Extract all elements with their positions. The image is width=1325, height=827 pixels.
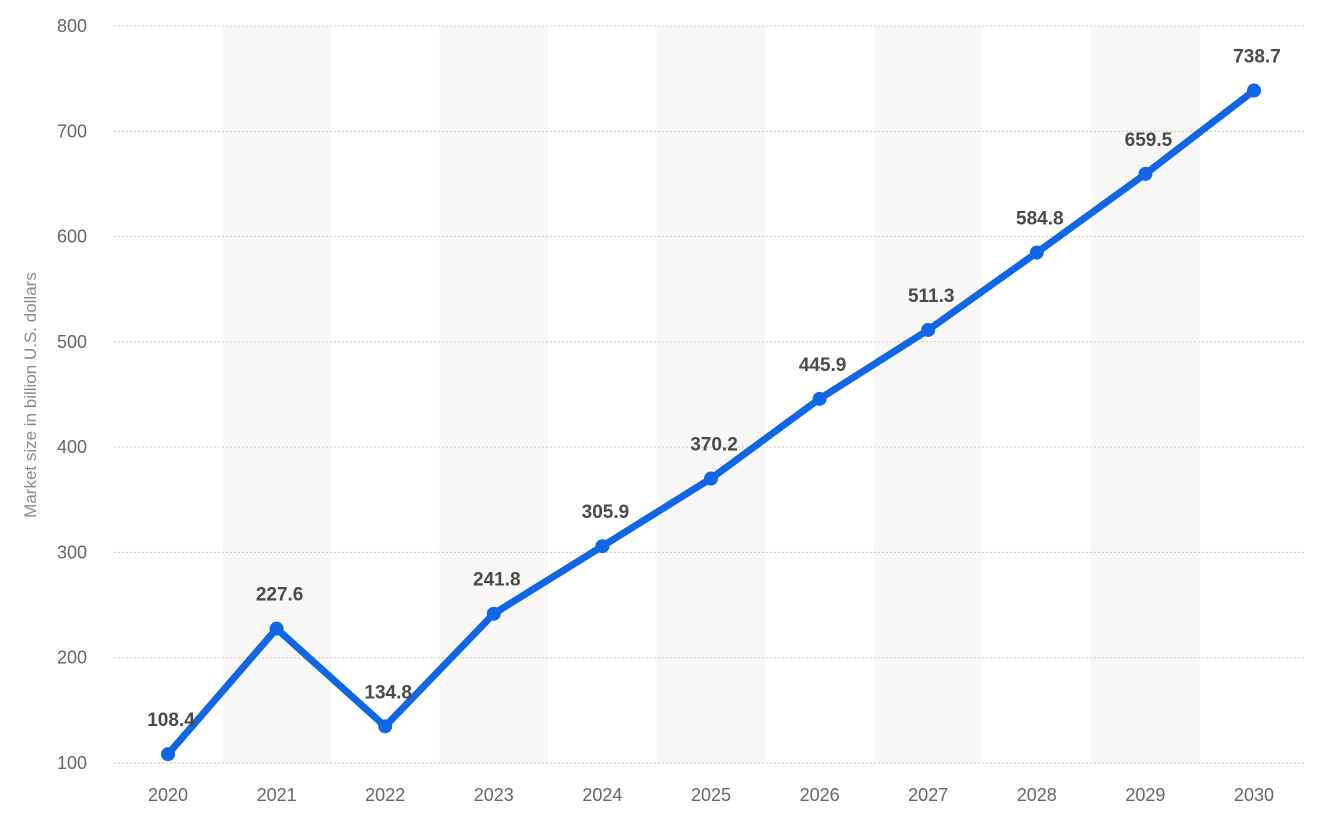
data-label-2025: 370.2 <box>690 435 738 456</box>
data-label-2028: 584.8 <box>1016 209 1064 230</box>
data-point-2029[interactable] <box>1138 166 1153 181</box>
data-label-2027: 511.3 <box>908 286 955 307</box>
band-2023 <box>439 26 549 763</box>
x-tick-label: 2024 <box>582 785 622 805</box>
y-axis-ticks: 100 200 300 400 500 600 700 800 <box>57 16 87 773</box>
y-tick-label: 400 <box>57 437 87 457</box>
x-tick-label: 2020 <box>148 785 188 805</box>
data-point-2024[interactable] <box>595 539 610 554</box>
data-label-2021: 227.6 <box>256 585 304 606</box>
y-tick-label: 100 <box>57 753 87 773</box>
data-label-2022: 134.8 <box>364 682 412 703</box>
data-label-2023: 241.8 <box>473 570 521 591</box>
data-point-2028[interactable] <box>1029 245 1044 260</box>
data-point-2020[interactable] <box>161 747 175 762</box>
y-tick-label: 700 <box>57 121 87 141</box>
x-axis-ticks: 2020 2021 2022 2023 2024 2025 2026 2027 2028 2029… <box>148 785 1274 805</box>
data-point-2026[interactable] <box>812 391 827 406</box>
x-tick-label: 2028 <box>1017 785 1057 805</box>
data-point-2030[interactable] <box>1247 83 1261 98</box>
alternating-bands <box>222 26 1200 763</box>
x-tick-label: 2021 <box>257 785 297 805</box>
data-label-2024: 305.9 <box>582 502 630 523</box>
band-2021 <box>222 26 331 763</box>
band-2025 <box>656 26 766 763</box>
x-tick-label: 2030 <box>1234 785 1274 805</box>
data-label-2026: 445.9 <box>799 355 847 376</box>
y-tick-label: 500 <box>57 332 87 352</box>
y-tick-label: 800 <box>57 16 87 36</box>
series-points <box>161 83 1261 762</box>
y-tick-label: 600 <box>57 227 87 247</box>
data-labels: 108.4 227.6 134.8 241.8 305.9 370.2 445.9 511.3… <box>147 47 1281 732</box>
data-label-2020: 108.4 <box>147 710 195 731</box>
x-tick-label: 2025 <box>691 785 731 805</box>
y-tick-label: 200 <box>57 648 87 668</box>
x-tick-label: 2029 <box>1125 785 1165 805</box>
data-label-2030: 738.7 <box>1233 47 1281 68</box>
x-tick-label: 2023 <box>474 785 514 805</box>
data-label-2029: 659.5 <box>1125 130 1173 151</box>
data-point-2021[interactable] <box>269 621 284 636</box>
band-2027 <box>873 26 983 763</box>
x-tick-label: 2022 <box>365 785 405 805</box>
data-point-2022[interactable] <box>378 719 393 734</box>
y-tick-label: 300 <box>57 542 87 562</box>
data-point-2027[interactable] <box>921 322 936 337</box>
y-axis-title: Market size in billion U.S. dollars <box>21 272 40 518</box>
x-tick-label: 2026 <box>800 785 840 805</box>
x-tick-label: 2027 <box>908 785 948 805</box>
data-point-2023[interactable] <box>486 606 501 621</box>
gridlines <box>114 25 1306 764</box>
data-point-2025[interactable] <box>704 471 718 486</box>
